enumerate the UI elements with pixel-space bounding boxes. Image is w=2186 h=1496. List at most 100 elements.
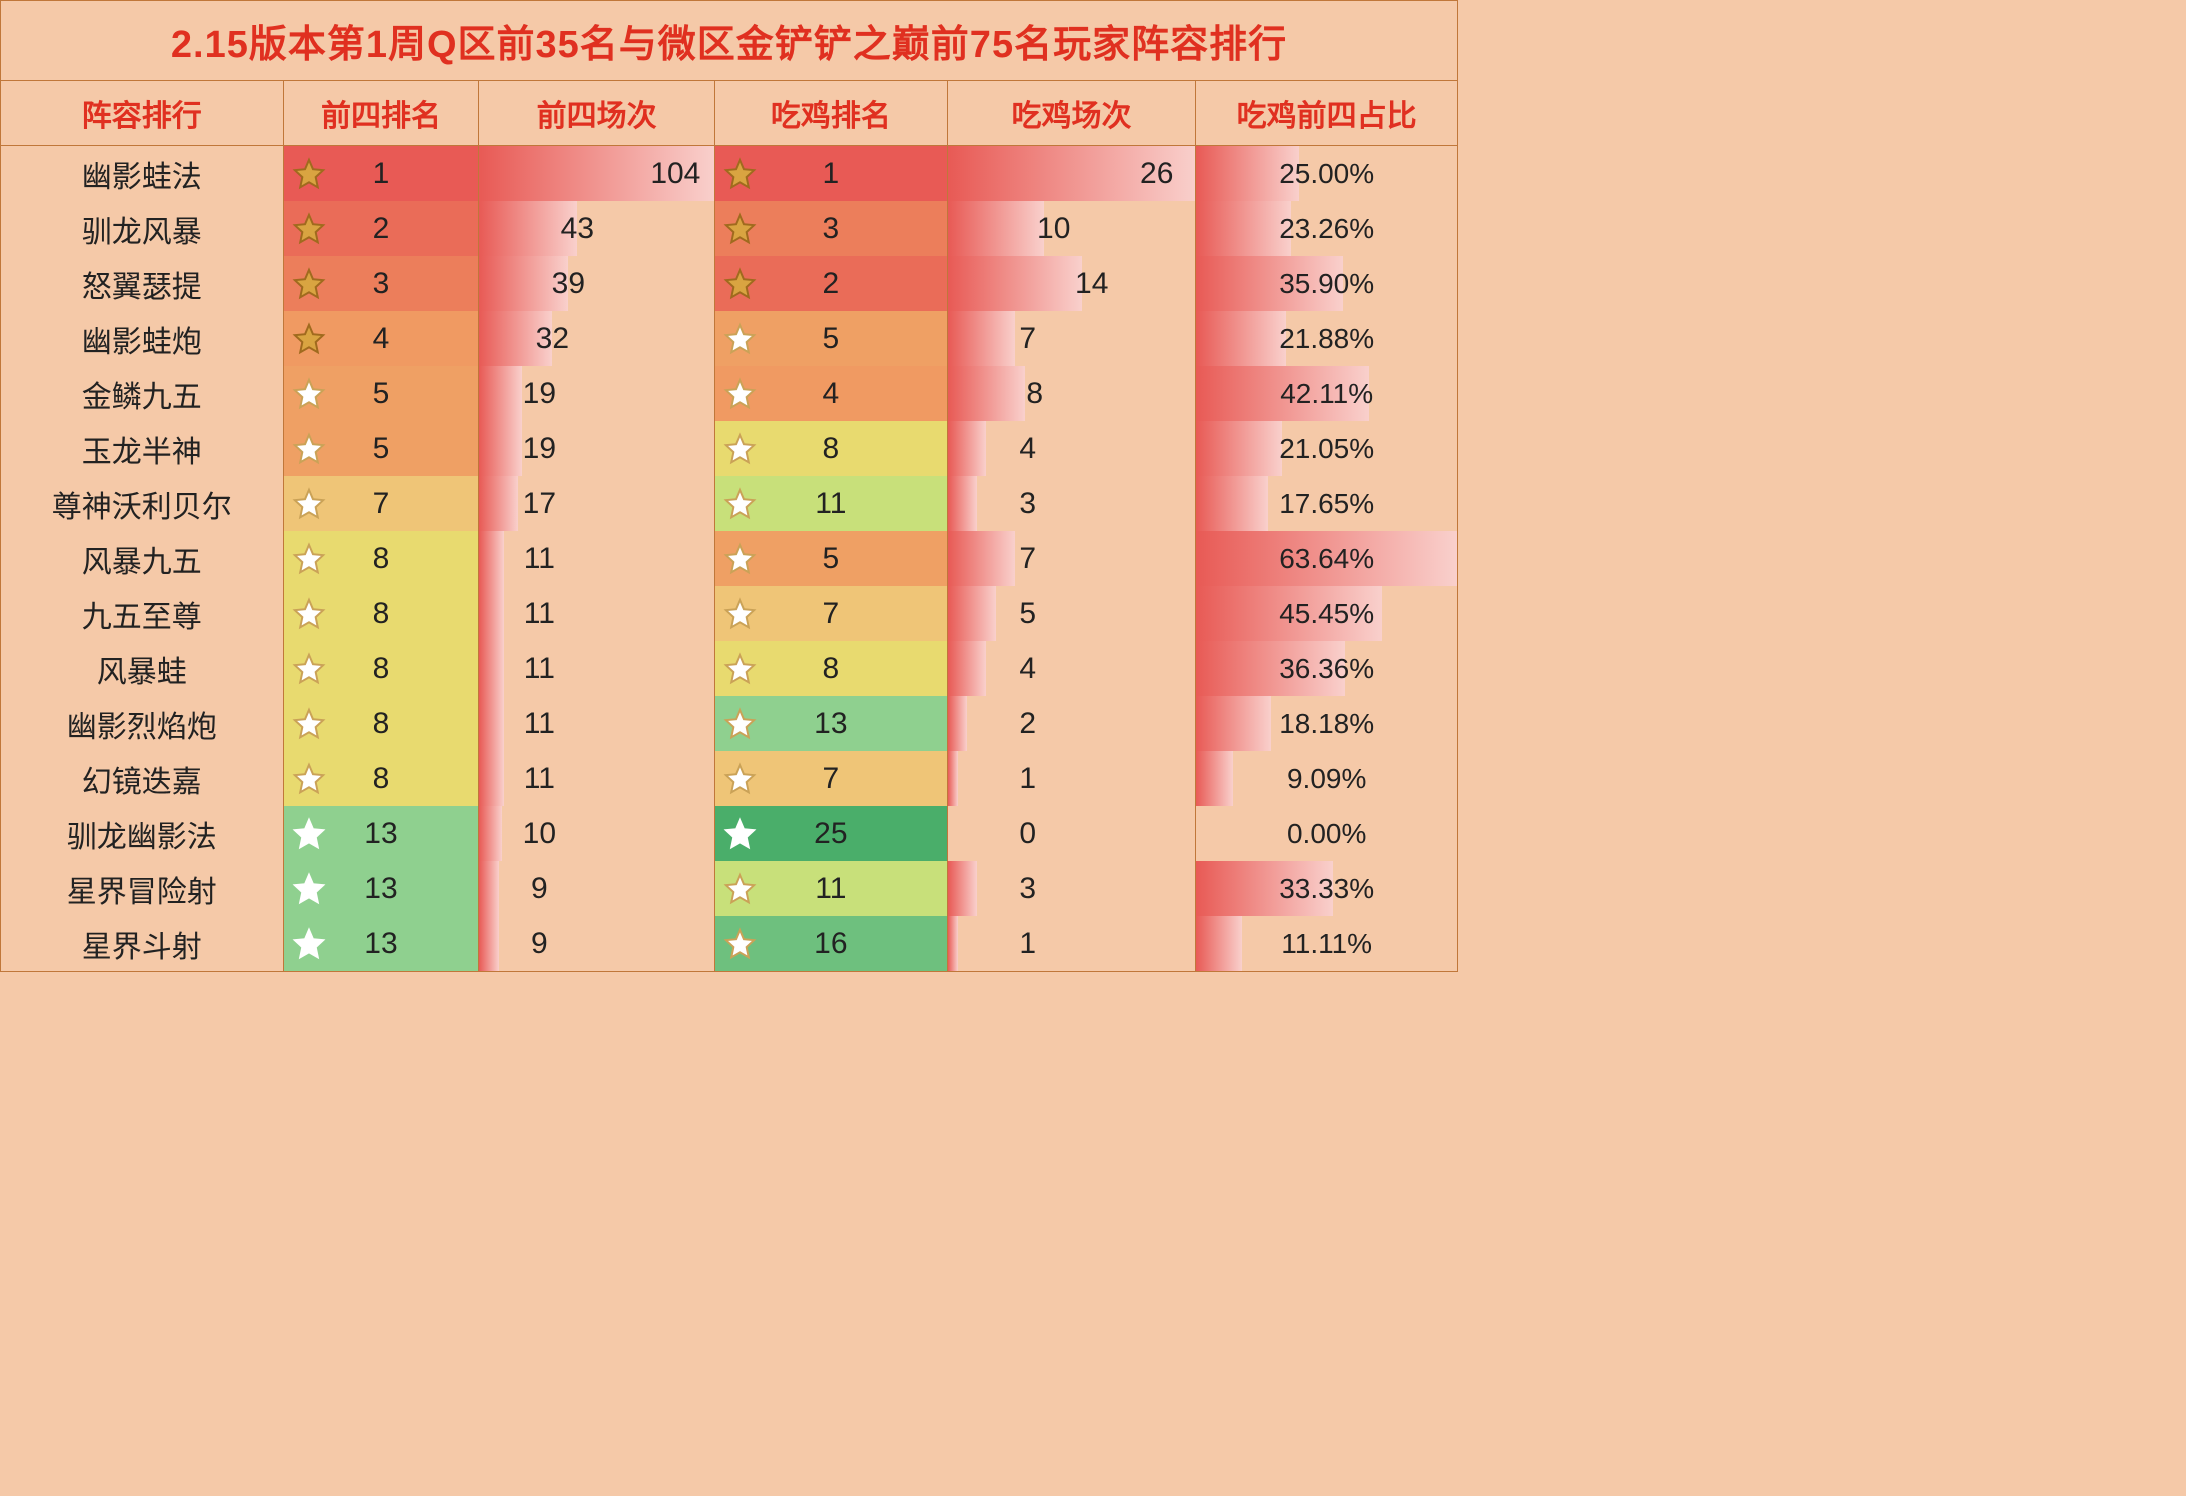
- table-row: 九五至尊 811 7545.45%: [1, 586, 1457, 641]
- header-cell: 阵容排行: [1, 81, 284, 145]
- pct-cell: 21.88%: [1196, 311, 1457, 366]
- top4-rank-cell: 8: [284, 531, 480, 586]
- top4-count: 11: [499, 641, 579, 696]
- rank-value: 3: [284, 256, 479, 311]
- top4-count-cell: 11: [479, 751, 715, 806]
- win-count: 2: [988, 696, 1068, 751]
- rank-value: 25: [715, 806, 947, 861]
- table-row: 尊神沃利贝尔 717 11317.65%: [1, 476, 1457, 531]
- top4-count-cell: 19: [479, 421, 715, 476]
- pct-value: 21.05%: [1196, 421, 1457, 476]
- comp-name: 幻镜迭嘉: [1, 751, 283, 806]
- pct-cell: 35.90%: [1196, 256, 1457, 311]
- table-body: 幽影蛙法 1104 12625.00%驯龙风暴 243 31023.26%怒翼瑟…: [1, 146, 1457, 971]
- rank-value: 2: [715, 256, 947, 311]
- table-row: 幽影蛙法 1104 12625.00%: [1, 146, 1457, 201]
- top4-count: 11: [499, 531, 579, 586]
- comp-name: 玉龙半神: [1, 421, 283, 476]
- comp-name: 尊神沃利贝尔: [1, 476, 283, 531]
- rank-value: 13: [284, 916, 479, 971]
- table-row: 驯龙风暴 243 31023.26%: [1, 201, 1457, 256]
- top4-count-cell: 9: [479, 861, 715, 916]
- win-count: 7: [988, 311, 1068, 366]
- top4-count: 43: [537, 201, 617, 256]
- top4-count: 19: [499, 366, 579, 421]
- top4-count-cell: 39: [479, 256, 715, 311]
- win-rank-cell: 8: [715, 641, 948, 696]
- comp-name: 金鳞九五: [1, 366, 283, 421]
- win-rank-cell: 8: [715, 421, 948, 476]
- comp-name: 驯龙幽影法: [1, 806, 283, 861]
- rank-value: 13: [715, 696, 947, 751]
- win-rank-cell: 5: [715, 531, 948, 586]
- comp-name: 怒翼瑟提: [1, 256, 283, 311]
- pct-cell: 42.11%: [1196, 366, 1457, 421]
- comp-name-cell: 风暴蛙: [1, 641, 284, 696]
- rank-value: 2: [284, 201, 479, 256]
- pct-cell: 9.09%: [1196, 751, 1457, 806]
- top4-rank-cell: 5: [284, 366, 480, 421]
- top4-rank-cell: 13: [284, 806, 480, 861]
- rank-value: 8: [284, 531, 479, 586]
- top4-rank-cell: 13: [284, 916, 480, 971]
- rank-value: 5: [284, 366, 479, 421]
- rank-value: 8: [715, 421, 947, 476]
- comp-name: 星界冒险射: [1, 861, 283, 916]
- table-row: 星界斗射 139 16111.11%: [1, 916, 1457, 971]
- rank-value: 4: [284, 311, 479, 366]
- win-rank-cell: 11: [715, 861, 948, 916]
- pct-value: 0.00%: [1196, 806, 1457, 861]
- win-rank-cell: 3: [715, 201, 948, 256]
- pct-cell: 45.45%: [1196, 586, 1457, 641]
- pct-value: 18.18%: [1196, 696, 1457, 751]
- pct-value: 9.09%: [1196, 751, 1457, 806]
- pct-value: 45.45%: [1196, 586, 1457, 641]
- rank-value: 11: [715, 861, 947, 916]
- top4-rank-cell: 2: [284, 201, 480, 256]
- win-rank-cell: 1: [715, 146, 948, 201]
- rank-value: 8: [284, 696, 479, 751]
- win-rank-cell: 16: [715, 916, 948, 971]
- comp-name-cell: 星界斗射: [1, 916, 284, 971]
- rank-value: 5: [284, 421, 479, 476]
- rank-value: 3: [715, 201, 947, 256]
- rank-value: 8: [284, 586, 479, 641]
- rank-value: 7: [715, 751, 947, 806]
- win-count: 3: [988, 861, 1068, 916]
- top4-count-cell: 11: [479, 641, 715, 696]
- win-rank-cell: 7: [715, 751, 948, 806]
- comp-name: 驯龙风暴: [1, 201, 283, 256]
- win-count: 4: [988, 421, 1068, 476]
- win-rank-cell: 11: [715, 476, 948, 531]
- comp-name: 幽影蛙炮: [1, 311, 283, 366]
- comp-name-cell: 尊神沃利贝尔: [1, 476, 284, 531]
- win-rank-cell: 2: [715, 256, 948, 311]
- win-count-cell: 14: [948, 256, 1197, 311]
- table-row: 风暴蛙 811 8436.36%: [1, 641, 1457, 696]
- comp-name: 九五至尊: [1, 586, 283, 641]
- win-count: 8: [995, 366, 1075, 421]
- rank-value: 4: [715, 366, 947, 421]
- header-cell: 吃鸡场次: [948, 81, 1197, 145]
- pct-value: 11.11%: [1196, 916, 1457, 971]
- win-count: 7: [988, 531, 1068, 586]
- comp-name-cell: 九五至尊: [1, 586, 284, 641]
- comp-name-cell: 金鳞九五: [1, 366, 284, 421]
- win-rank-cell: 4: [715, 366, 948, 421]
- win-count-cell: 3: [948, 476, 1197, 531]
- comp-name-cell: 怒翼瑟提: [1, 256, 284, 311]
- pct-value: 33.33%: [1196, 861, 1457, 916]
- table-row: 驯龙幽影法 1310 2500.00%: [1, 806, 1457, 861]
- table-title-row: 2.15版本第1周Q区前35名与微区金铲铲之巅前75名玩家阵容排行: [1, 1, 1457, 81]
- pct-cell: 11.11%: [1196, 916, 1457, 971]
- win-count-cell: 1: [948, 916, 1197, 971]
- top4-count-cell: 10: [479, 806, 715, 861]
- win-count-cell: 5: [948, 586, 1197, 641]
- win-rank-cell: 13: [715, 696, 948, 751]
- ranking-table: 2.15版本第1周Q区前35名与微区金铲铲之巅前75名玩家阵容排行 阵容排行前四…: [0, 0, 1458, 972]
- comp-name-cell: 幽影烈焰炮: [1, 696, 284, 751]
- pct-value: 35.90%: [1196, 256, 1457, 311]
- win-count: 3: [988, 476, 1068, 531]
- pct-cell: 36.36%: [1196, 641, 1457, 696]
- comp-name-cell: 星界冒险射: [1, 861, 284, 916]
